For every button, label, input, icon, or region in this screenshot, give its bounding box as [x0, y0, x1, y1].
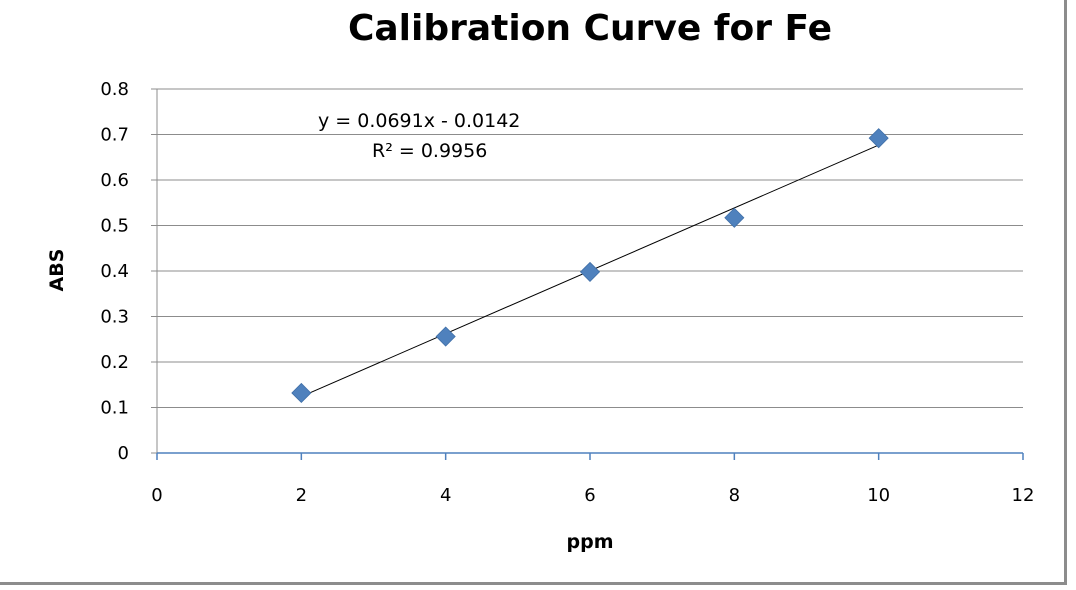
trendline-r-squared: R² = 0.9956	[372, 140, 488, 162]
y-tick-label: 0.1	[100, 398, 129, 419]
tick-labels: 0 0.1 0.2 0.3 0.4 0.5 0.6 0.7 0.8 0 2 4 6 8 10 12	[100, 79, 1034, 506]
x-tick-label: 8	[729, 485, 740, 506]
x-tick-label: 2	[296, 485, 307, 506]
y-tick-label: 0.2	[100, 352, 129, 373]
data-point	[724, 207, 745, 228]
y-tick-label: 0.6	[100, 170, 129, 191]
x-axis-title: ppm	[566, 531, 614, 553]
x-tick-label: 10	[867, 485, 890, 506]
x-tick-label: 6	[584, 485, 595, 506]
data-point	[291, 382, 312, 404]
chart-title: Calibration Curve for Fe	[347, 8, 833, 49]
data-points	[291, 128, 889, 404]
y-tick-label: 0.8	[100, 79, 129, 100]
y-tick-label: 0.4	[100, 261, 129, 282]
data-point	[435, 326, 456, 347]
axes	[151, 88, 1024, 460]
x-tick-label: 4	[440, 485, 451, 506]
y-axis-title: ABS	[46, 248, 68, 292]
x-tick-label: 0	[151, 485, 162, 506]
y-tick-label: 0	[118, 443, 129, 464]
y-tick-label: 0.5	[100, 216, 129, 237]
y-tick-label: 0.7	[100, 125, 129, 146]
trendline-equation: y = 0.0691x - 0.0142	[318, 110, 521, 132]
data-point	[579, 261, 601, 282]
gridlines	[157, 88, 1023, 408]
data-point	[868, 128, 889, 149]
y-tick-label: 0.3	[100, 307, 129, 328]
x-tick-label: 12	[1012, 485, 1035, 506]
